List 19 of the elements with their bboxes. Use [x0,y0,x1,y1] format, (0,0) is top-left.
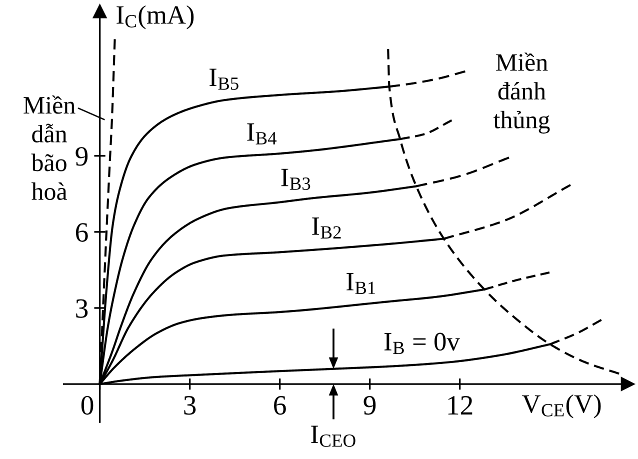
y-axis-title: I$_{C}$(mA) [116,5,194,30]
annotation: Miền đánh thủng [494,52,550,134]
series-label: I$_{B3}$ [281,168,310,190]
series-label: I$_{B2}$ [312,218,341,238]
x-tick-label: 0 [81,396,94,415]
annotation: I$_{CEO}$ [311,426,356,447]
x-tick-label: 6 [274,396,286,415]
x-tick-label: 3 [184,396,196,415]
x-tick-label: 12 [448,396,472,414]
x-axis-title: V$_{CE}$(V) [522,394,601,418]
y-tick-label: 6 [76,223,88,242]
legend-label: I$_{B}$ = 0v [384,332,460,354]
series-label: I$_{B1}$ [346,273,376,294]
y-tick-label: 9 [76,147,88,166]
y-tick-label: 3 [76,299,88,318]
series-label: I$_{B5}$ [210,68,238,90]
series-label: I$_{B4}$ [247,123,277,144]
annotation: Miền dẫn bão hoà [24,95,76,200]
x-tick-label: 9 [364,396,376,415]
